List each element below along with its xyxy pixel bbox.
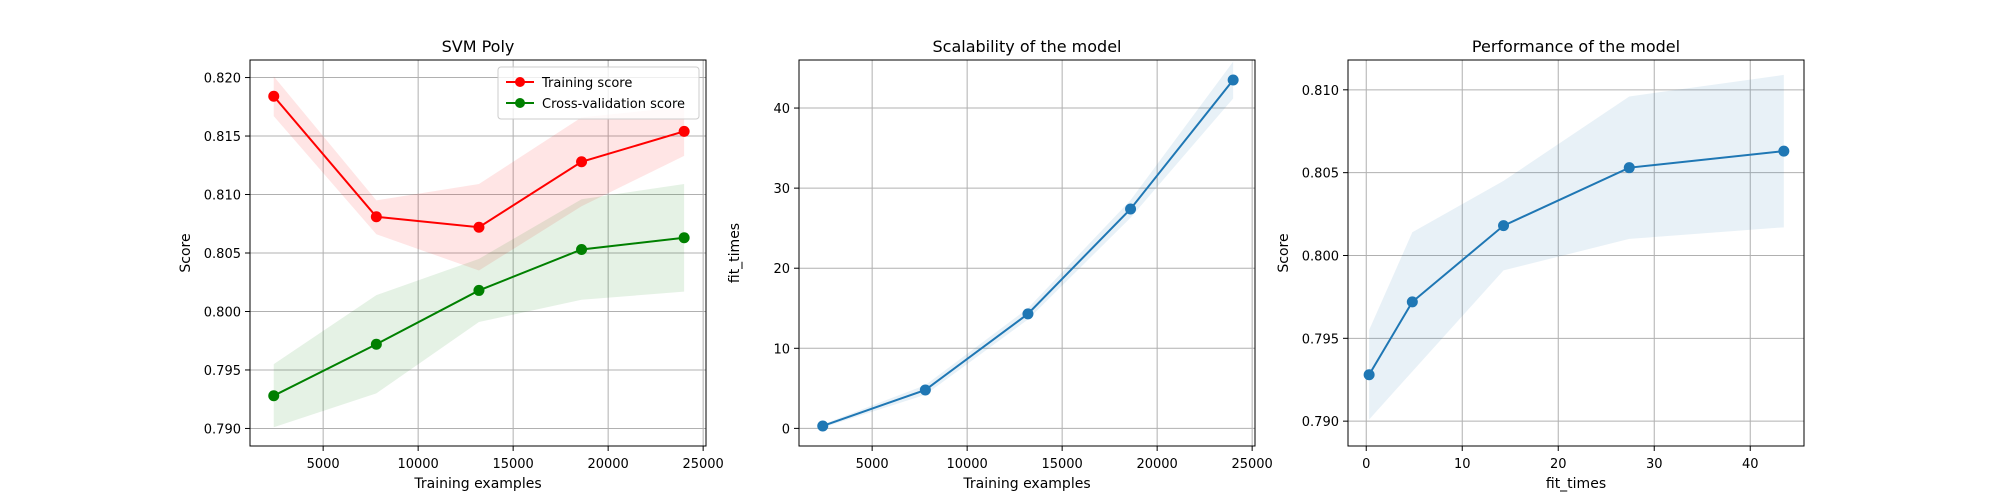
legend-entry: Training score (541, 76, 632, 91)
x-tick-label: 15000 (1041, 457, 1082, 472)
y-tick-label: 0.805 (204, 247, 241, 262)
data-point (473, 284, 485, 296)
y-tick-label: 0.790 (1302, 415, 1339, 430)
data-point (1778, 145, 1790, 157)
legend-marker (515, 98, 525, 108)
data-point (1125, 203, 1137, 215)
y-axis-label: Score (1276, 233, 1292, 272)
x-axis-label: Training examples (413, 476, 541, 492)
y-tick-label: 30 (773, 182, 790, 197)
y-tick-label: 40 (773, 102, 790, 117)
legend-box (497, 66, 700, 120)
y-tick-label: 0.795 (204, 364, 241, 379)
x-axis-label: Training examples (962, 476, 1090, 492)
x-axis-label: fit_times (1546, 476, 1606, 492)
confidence-band-1 (822, 61, 1234, 428)
chart-title: Performance of the model (1472, 37, 1680, 56)
y-axis-label: fit_times (727, 223, 743, 283)
y-tick-label: 0.805 (1302, 167, 1339, 182)
x-tick-label: 20 (1550, 457, 1567, 472)
data-point (268, 90, 280, 102)
data-point (1406, 296, 1418, 308)
x-tick-label: 15000 (492, 457, 533, 472)
data-point (576, 243, 588, 255)
chart-title: SVM Poly (442, 37, 515, 56)
x-tick-label: 10 (1454, 457, 1471, 472)
data-point (268, 390, 280, 402)
data-point (1022, 308, 1034, 320)
data-point (1623, 162, 1635, 174)
legend: Training score Cross-validation score (497, 66, 700, 120)
y-tick-label: 0.800 (204, 305, 241, 320)
x-tick-label: 5000 (856, 457, 889, 472)
y-tick-label: 10 (773, 342, 790, 357)
data-point (678, 232, 690, 244)
y-axis-label: Score (178, 233, 194, 272)
grid (1348, 60, 1804, 446)
y-tick-label: 0.810 (1302, 84, 1339, 99)
axes-frame (798, 59, 1256, 447)
legend-marker (515, 77, 525, 87)
y-tick-label: 0.800 (1302, 249, 1339, 264)
y-tick-label: 0.790 (204, 422, 241, 437)
data-point (1227, 74, 1239, 86)
confidence-band-1 (1369, 74, 1784, 420)
y-tick-label: 0 (782, 422, 790, 437)
data-point (370, 211, 382, 223)
chart-panel-2: 5000 10000 15000 20000 25000 0 10 20 30 40 Scalabi… (727, 37, 1273, 492)
chart-title: Scalability of the model (933, 37, 1122, 56)
y-tick-label: 0.815 (204, 130, 241, 145)
data-point (678, 125, 690, 137)
data-point (817, 420, 829, 432)
data-point (473, 221, 485, 233)
data-point (1498, 220, 1510, 232)
data-point (370, 338, 382, 350)
x-tick-label: 40 (1742, 457, 1759, 472)
x-tick-label: 20000 (587, 457, 628, 472)
y-tick-label: 0.820 (204, 72, 241, 87)
series-line-1 (822, 79, 1234, 427)
grid (799, 60, 1255, 446)
chart-panel-3: 0 10 20 30 40 0.790 0.795 0.800 0.805 0.810 Perfor… (1276, 37, 1805, 492)
data-point (1363, 369, 1375, 381)
x-tick-label: 5000 (307, 457, 340, 472)
data-point (576, 156, 588, 168)
x-tick-label: 25000 (682, 457, 723, 472)
y-tick-label: 0.795 (1302, 332, 1339, 347)
x-tick-label: 20000 (1136, 457, 1177, 472)
chart-panel-1: 5000 10000 15000 20000 25000 0.790 0.795 0.800 0… (178, 37, 724, 492)
x-tick-label: 10000 (397, 457, 438, 472)
x-tick-label: 30 (1646, 457, 1663, 472)
x-tick-label: 10000 (946, 457, 987, 472)
x-tick-label: 0 (1362, 457, 1370, 472)
axes-frame (1347, 59, 1805, 447)
x-tick-label: 25000 (1231, 457, 1272, 472)
y-tick-label: 20 (773, 262, 790, 277)
y-tick-label: 0.810 (204, 189, 241, 204)
data-point (919, 384, 931, 396)
legend-entry: Cross-validation score (542, 97, 685, 112)
